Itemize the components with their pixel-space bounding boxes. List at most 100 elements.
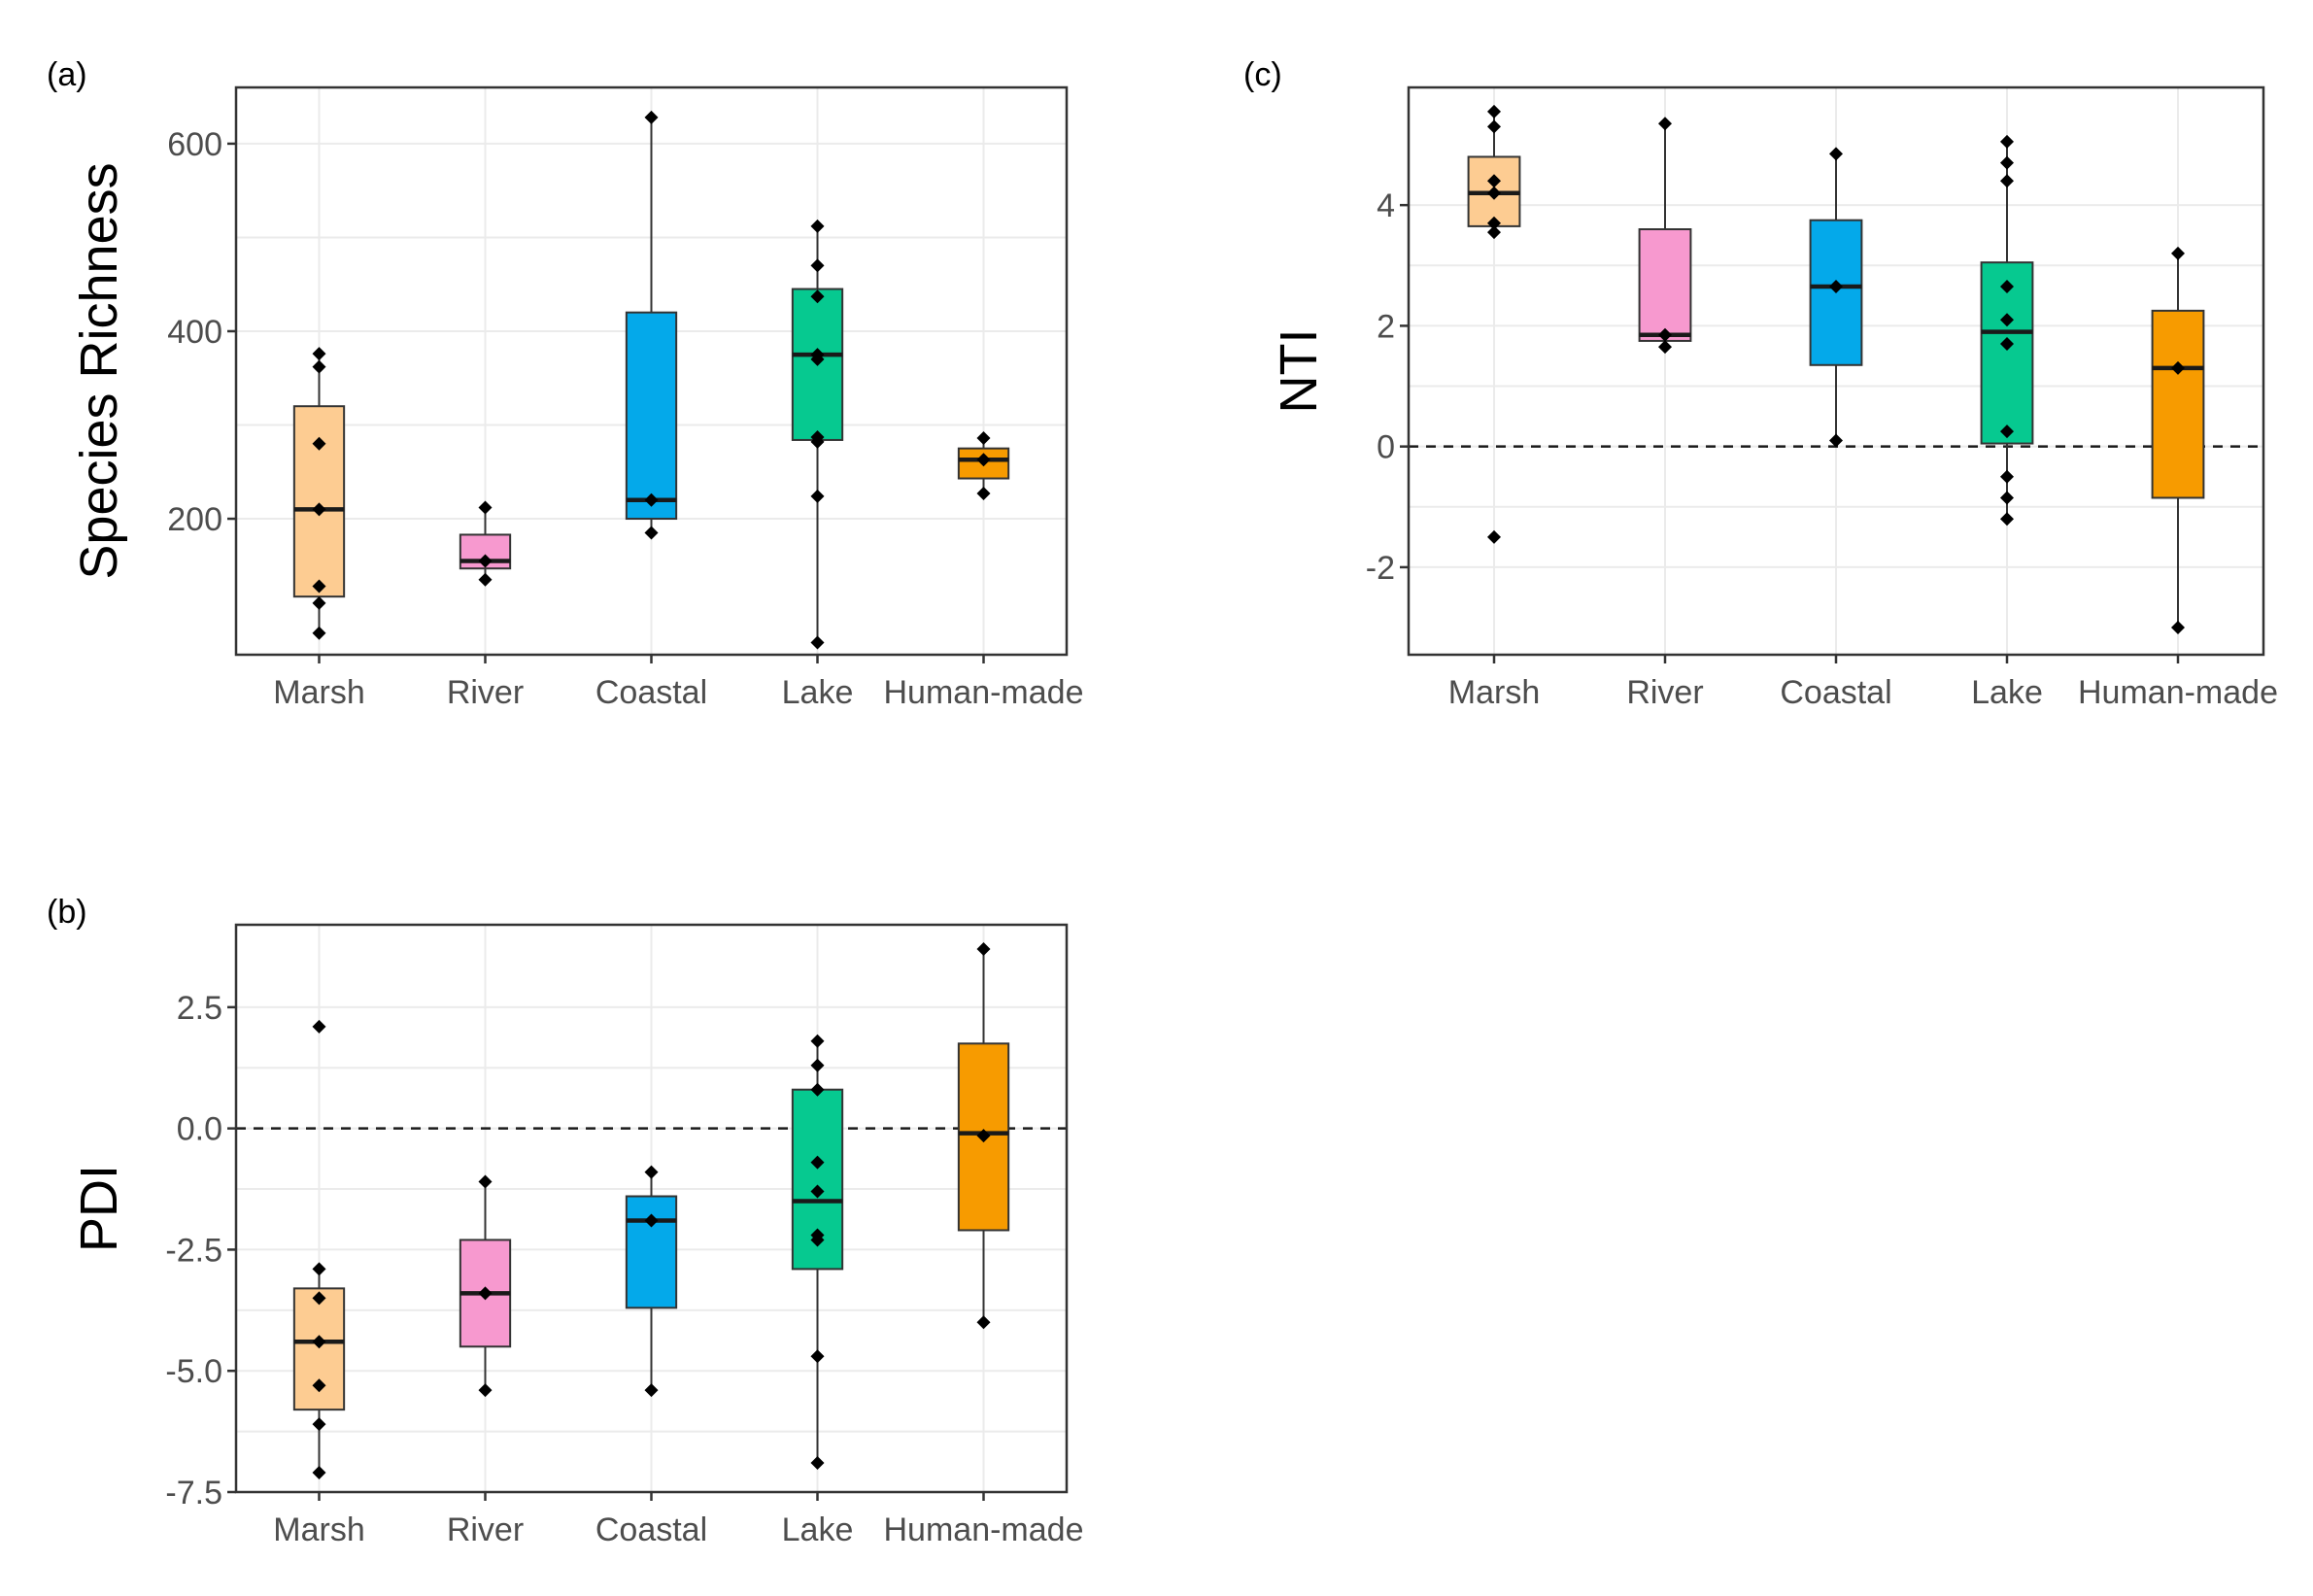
data-point <box>2000 155 2014 170</box>
box-river <box>459 1174 512 1398</box>
data-point <box>644 1383 659 1398</box>
data-point <box>478 1383 493 1398</box>
x-tick-label: River <box>447 1511 524 1548</box>
x-tick-label: Marsh <box>273 1511 364 1548</box>
data-point <box>478 572 493 587</box>
data-point <box>644 492 659 507</box>
x-tick-label: Coastal <box>1780 674 1891 711</box>
iqr-box <box>625 1195 678 1309</box>
box-lake <box>791 1034 844 1471</box>
data-point <box>2000 337 2014 352</box>
data-point <box>810 430 825 445</box>
data-point <box>810 289 825 304</box>
data-point <box>478 500 493 515</box>
x-tick-label: Coastal <box>595 1511 707 1548</box>
data-point <box>810 1082 825 1097</box>
x-tick-label: Lake <box>782 674 854 711</box>
y-axis-title: Species Richness <box>70 162 128 579</box>
data-point <box>312 359 326 374</box>
x-tick-label: Human-made <box>2078 674 2278 711</box>
box-coastal <box>625 1165 678 1398</box>
data-point <box>810 1058 825 1072</box>
data-point <box>810 258 825 273</box>
y-tick-label: 400 <box>167 314 222 351</box>
y-tick-label: 200 <box>167 501 222 538</box>
data-point <box>312 347 326 361</box>
data-point <box>312 1291 326 1306</box>
data-point <box>312 1466 326 1480</box>
data-point <box>1658 340 1672 355</box>
data-point <box>2171 246 2185 260</box>
data-point <box>478 1174 493 1189</box>
box-river <box>1638 117 1692 355</box>
data-point <box>810 1228 825 1242</box>
data-point <box>644 110 659 124</box>
box-lake <box>1980 134 2034 526</box>
data-point <box>810 1034 825 1048</box>
x-tick-label: Human-made <box>884 1511 1084 1548</box>
box-river <box>459 500 512 587</box>
data-point <box>810 219 825 233</box>
data-point <box>478 554 493 568</box>
box-coastal <box>1809 147 1863 448</box>
data-point <box>2171 621 2185 635</box>
x-tick-label: Human-made <box>884 674 1084 711</box>
box-human-made <box>957 431 1010 500</box>
y-tick-label: -5.0 <box>165 1353 222 1390</box>
data-point <box>810 1349 825 1364</box>
data-point <box>2000 512 2014 526</box>
data-point <box>810 348 825 362</box>
data-point <box>2000 491 2014 505</box>
data-point <box>2000 134 2014 149</box>
data-point <box>2000 280 2014 294</box>
data-point <box>312 579 326 594</box>
data-point <box>2171 360 2185 375</box>
x-tick-label: Marsh <box>273 674 364 711</box>
data-point <box>478 1286 493 1301</box>
iqr-box <box>2151 309 2205 499</box>
x-tick-label: River <box>1626 674 1703 711</box>
x-tick-label: River <box>447 674 524 711</box>
data-point <box>2000 469 2014 484</box>
box-human-made <box>957 941 1010 1330</box>
panel-a: 200 400 600 Marsh River Coastal Lake Human-made… <box>47 56 1083 711</box>
box-human-made <box>2151 246 2205 635</box>
data-point <box>2000 313 2014 327</box>
data-point <box>644 1165 659 1179</box>
box-marsh <box>292 1019 346 1480</box>
x-tick-label: Coastal <box>595 674 707 711</box>
data-point <box>1487 104 1501 119</box>
data-point <box>312 1262 326 1276</box>
box-lake <box>791 219 844 650</box>
data-point <box>312 436 326 451</box>
data-point <box>976 486 991 500</box>
data-point <box>312 1019 326 1034</box>
data-point <box>1829 280 1843 294</box>
panel-c: -2 0 2 4 Marsh River Coastal Lake Human-made NTI (… <box>1243 56 2278 711</box>
panel-label: (c) <box>1243 56 1282 93</box>
data-point <box>312 1378 326 1393</box>
y-tick-label: 0.0 <box>177 1111 222 1148</box>
y-tick-label: 600 <box>167 126 222 163</box>
data-point <box>1487 119 1501 134</box>
y-tick-label: -7.5 <box>165 1475 222 1511</box>
panel-label: (a) <box>47 56 87 93</box>
data-point <box>1487 186 1501 200</box>
data-point <box>2000 174 2014 188</box>
data-point <box>312 626 326 640</box>
data-point <box>976 1129 991 1143</box>
y-tick-label: -2 <box>1366 550 1395 587</box>
iqr-box <box>292 405 346 598</box>
data-point <box>976 431 991 446</box>
box-coastal <box>625 110 678 540</box>
data-point <box>312 1335 326 1349</box>
x-tick-label: Lake <box>1971 674 2043 711</box>
data-point <box>810 1155 825 1170</box>
panel-label: (b) <box>47 894 87 931</box>
data-point <box>1829 433 1843 448</box>
data-point <box>1829 147 1843 161</box>
data-point <box>1487 529 1501 544</box>
data-point <box>312 502 326 517</box>
data-point <box>1487 216 1501 230</box>
y-axis-title: NTI <box>1270 329 1328 414</box>
